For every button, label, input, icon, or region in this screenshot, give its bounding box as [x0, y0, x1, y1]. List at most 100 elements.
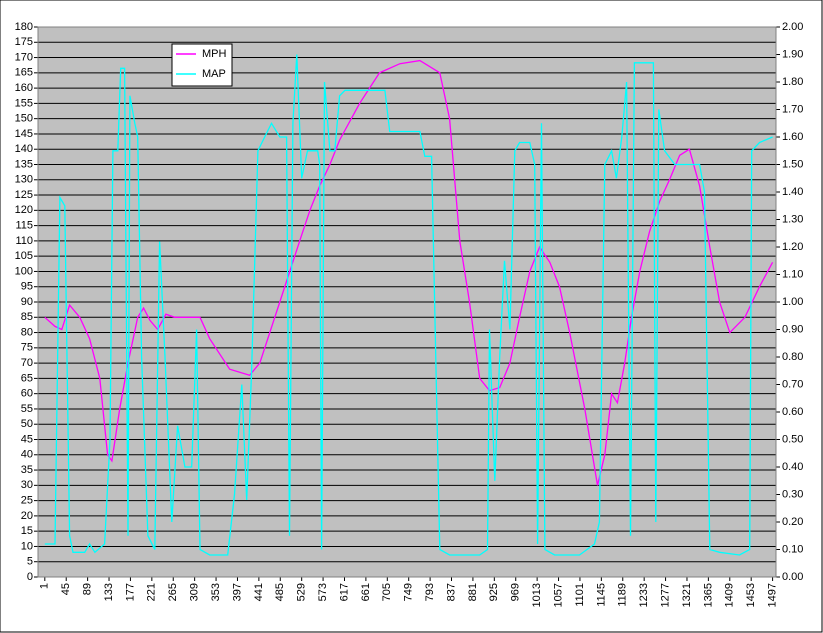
- x-tick-label: 221: [146, 583, 158, 601]
- y-tick-label: 85: [21, 311, 33, 323]
- x-tick-label: 749: [403, 583, 415, 601]
- y-tick-label: 35: [21, 464, 33, 476]
- y-tick-label: 40: [21, 449, 33, 461]
- y2-tick-label: 0.00: [782, 571, 803, 583]
- y-tick-label: 55: [21, 403, 33, 415]
- y2-tick-label: 0.40: [782, 461, 803, 473]
- x-tick-label: 441: [253, 583, 265, 601]
- y-tick-label: 165: [15, 67, 33, 79]
- y2-tick-label: 1.90: [782, 48, 803, 60]
- x-tick-label: 529: [296, 583, 308, 601]
- y-tick-label: 95: [21, 281, 33, 293]
- y-tick-label: 80: [21, 326, 33, 338]
- x-tick-label: 177: [124, 583, 136, 601]
- y-tick-label: 110: [15, 235, 33, 247]
- legend: [171, 43, 233, 87]
- y2-tick-label: 1.40: [782, 186, 803, 198]
- y2-tick-label: 1.30: [782, 213, 803, 225]
- y2-tick-label: 0.10: [782, 543, 803, 555]
- x-tick-label: 89: [82, 583, 94, 595]
- y2-tick-label: 0.50: [782, 433, 803, 445]
- x-tick-label: 1321: [681, 583, 693, 607]
- x-tick-label: 793: [424, 583, 436, 601]
- x-tick-label: 265: [167, 583, 179, 601]
- x-tick-label: 133: [103, 583, 115, 601]
- x-tick-label: 1: [39, 583, 51, 589]
- x-tick-label: 705: [381, 583, 393, 601]
- y-tick-label: 65: [21, 372, 33, 384]
- x-tick-label: 353: [210, 583, 222, 601]
- y-tick-label: 90: [21, 296, 33, 308]
- y2-tick-label: 2.00: [782, 21, 803, 33]
- y-tick-label: 10: [21, 540, 33, 552]
- y-tick-label: 125: [15, 189, 33, 201]
- y-tick-label: 180: [15, 21, 33, 33]
- y-tick-label: 135: [15, 158, 33, 170]
- y2-tick-label: 1.80: [782, 76, 803, 88]
- x-tick-label: 1277: [659, 583, 671, 607]
- y-tick-label: 150: [15, 113, 33, 125]
- x-tick-label: 1145: [595, 583, 607, 607]
- series-line: [44, 59, 774, 486]
- x-tick-label: 1189: [617, 583, 629, 607]
- x-tick-label: 925: [488, 583, 500, 601]
- x-tick-label: 309: [189, 583, 201, 601]
- x-tick-label: 397: [231, 583, 243, 601]
- y-tick-label: 25: [21, 495, 33, 507]
- plot-border: [37, 26, 777, 578]
- y-tick-label: 0: [27, 571, 33, 583]
- y-tick-label: 20: [21, 510, 33, 522]
- y-tick-label: 170: [15, 51, 33, 63]
- series-line: [44, 54, 773, 556]
- x-tick-label: 881: [467, 583, 479, 601]
- x-tick-label: 485: [274, 583, 286, 601]
- x-tick-label: 1365: [702, 583, 714, 607]
- x-tick-label: 1233: [638, 583, 650, 607]
- y-tick-label: 30: [21, 479, 33, 491]
- x-tick-label: 969: [510, 583, 522, 601]
- y-tick-label: 15: [21, 525, 33, 537]
- x-tick-label: 1101: [574, 583, 586, 607]
- x-tick-label: 45: [60, 583, 72, 595]
- x-tick-label: 1497: [767, 583, 779, 607]
- y2-tick-label: 0.30: [782, 488, 803, 500]
- y2-tick-label: 1.50: [782, 158, 803, 170]
- y2-tick-label: 0.20: [782, 516, 803, 528]
- y2-tick-label: 1.70: [782, 103, 803, 115]
- y-tick-label: 70: [21, 357, 33, 369]
- legend-label: MPH: [202, 48, 227, 60]
- y2-tick-label: 1.10: [782, 268, 803, 280]
- x-tick-label: 573: [317, 583, 329, 601]
- y-tick-label: 50: [21, 418, 33, 430]
- y-tick-label: 140: [15, 143, 33, 155]
- y-tick-label: 155: [15, 97, 33, 109]
- x-tick-label: 617: [338, 583, 350, 601]
- y-tick-label: 105: [15, 250, 33, 262]
- y2-tick-label: 0.60: [782, 406, 803, 418]
- x-tick-label: 1013: [531, 583, 543, 607]
- x-tick-label: 1057: [552, 583, 564, 607]
- y2-tick-label: 0.90: [782, 323, 803, 335]
- y2-tick-label: 0.80: [782, 351, 803, 363]
- y2-tick-label: 1.60: [782, 131, 803, 143]
- x-tick-label: 1453: [745, 583, 757, 607]
- legend-label: MAP: [202, 68, 226, 80]
- y-tick-label: 75: [21, 342, 33, 354]
- y2-tick-label: 1.00: [782, 296, 803, 308]
- y-tick-label: 160: [15, 82, 33, 94]
- y2-tick-label: 0.70: [782, 378, 803, 390]
- x-tick-label: 837: [445, 583, 457, 601]
- y-tick-label: 130: [15, 174, 33, 186]
- y-tick-label: 60: [21, 388, 33, 400]
- x-tick-label: 661: [360, 583, 372, 601]
- y-tick-label: 5: [27, 556, 33, 568]
- y-tick-label: 45: [21, 433, 33, 445]
- x-tick-label: 1409: [724, 583, 736, 607]
- y2-tick-label: 1.20: [782, 241, 803, 253]
- y-tick-label: 115: [15, 220, 33, 232]
- y-tick-label: 175: [15, 36, 33, 48]
- y-tick-label: 120: [15, 204, 33, 216]
- y-tick-label: 145: [15, 128, 33, 140]
- y-tick-label: 100: [15, 265, 33, 277]
